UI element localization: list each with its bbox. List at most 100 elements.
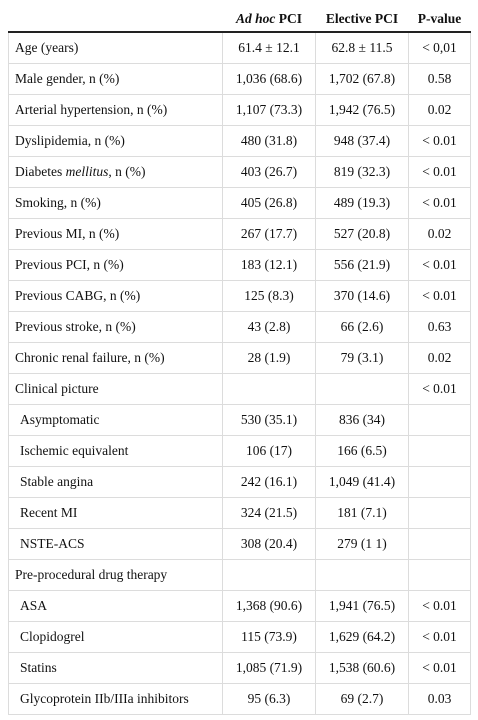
table-row: Dyslipidemia, n (%) 480 (31.8) 948 (37.4) <… xyxy=(8,125,471,157)
value-cell: 1,629 (64.2) xyxy=(315,621,409,653)
value-cell: 370 (14.6) xyxy=(315,280,409,312)
table-row: Chronic renal failure, n (%) 28 (1.9) 79 (… xyxy=(8,342,471,374)
value-cell: < 0.01 xyxy=(408,156,471,188)
label-cell: Clopidogrel xyxy=(8,621,223,653)
table-row: Previous PCI, n (%) 183 (12.1) 556 (21.9) <… xyxy=(8,249,471,281)
value-cell: 403 (26.7) xyxy=(222,156,316,188)
value-cell: 1,702 (67.8) xyxy=(315,63,409,95)
value-cell: 79 (3.1) xyxy=(315,342,409,374)
label-cell: NSTE-ACS xyxy=(8,528,223,560)
label-text: , n (%) xyxy=(108,164,146,179)
header-cell: P-value xyxy=(408,6,471,33)
value-cell xyxy=(408,466,471,498)
data-table: Ad hoc PCI Elective PCI P-value Age (yea… xyxy=(8,6,471,715)
table-row: Previous CABG, n (%) 125 (8.3) 370 (14.6) <… xyxy=(8,280,471,312)
value-cell: 242 (16.1) xyxy=(222,466,316,498)
header-text: Ad hoc xyxy=(235,10,276,26)
value-cell: 106 (17) xyxy=(222,435,316,467)
table-row: Age (years) 61.4 ± 12.1 62.8 ± 11.5 < 0,01 xyxy=(8,31,471,64)
value-cell: 166 (6.5) xyxy=(315,435,409,467)
value-cell: 1,036 (68.6) xyxy=(222,63,316,95)
value-cell: 1,049 (41.4) xyxy=(315,466,409,498)
value-cell: 0.03 xyxy=(408,683,471,715)
value-cell: 1,538 (60.6) xyxy=(315,652,409,684)
label-cell: Ischemic equivalent xyxy=(8,435,223,467)
value-cell xyxy=(222,559,316,591)
label-cell: Asymptomatic xyxy=(8,404,223,436)
header-row: Ad hoc PCI Elective PCI P-value xyxy=(8,6,471,33)
value-cell: 480 (31.8) xyxy=(222,125,316,157)
value-cell: 556 (21.9) xyxy=(315,249,409,281)
value-cell: 836 (34) xyxy=(315,404,409,436)
label-cell: Glycoprotein IIb/IIIa inhibitors xyxy=(8,683,223,715)
label-cell: Dyslipidemia, n (%) xyxy=(8,125,223,157)
table-row: NSTE-ACS 308 (20.4) 279 (1 1) xyxy=(8,528,471,560)
value-cell xyxy=(408,435,471,467)
header-cell xyxy=(8,6,223,33)
table-row: ASA 1,368 (90.6) 1,941 (76.5) < 0.01 xyxy=(8,590,471,622)
value-cell xyxy=(408,528,471,560)
table-row: Smoking, n (%) 405 (26.8) 489 (19.3) < 0.01 xyxy=(8,187,471,219)
value-cell: 1,941 (76.5) xyxy=(315,590,409,622)
value-cell: < 0.01 xyxy=(408,652,471,684)
label-cell: Stable angina xyxy=(8,466,223,498)
value-cell: 819 (32.3) xyxy=(315,156,409,188)
label-cell: Chronic renal failure, n (%) xyxy=(8,342,223,374)
table-row: Recent MI 324 (21.5) 181 (7.1) xyxy=(8,497,471,529)
value-cell: 0.02 xyxy=(408,218,471,250)
table-row: Pre-procedural drug therapy xyxy=(8,559,471,591)
table-row: Arterial hypertension, n (%) 1,107 (73.3)… xyxy=(8,94,471,126)
value-cell: 66 (2.6) xyxy=(315,311,409,343)
value-cell: < 0.01 xyxy=(408,590,471,622)
value-cell: 61.4 ± 12.1 xyxy=(222,31,316,64)
label-cell: Smoking, n (%) xyxy=(8,187,223,219)
label-cell: Pre-procedural drug therapy xyxy=(8,559,223,591)
value-cell: 181 (7.1) xyxy=(315,497,409,529)
label-text: mellitus xyxy=(65,164,109,179)
value-cell: 324 (21.5) xyxy=(222,497,316,529)
value-cell: 308 (20.4) xyxy=(222,528,316,560)
value-cell: 948 (37.4) xyxy=(315,125,409,157)
value-cell: < 0.01 xyxy=(408,280,471,312)
label-cell: Previous stroke, n (%) xyxy=(8,311,223,343)
label-cell: Diabetes mellitus, n (%) xyxy=(8,156,223,188)
value-cell: 183 (12.1) xyxy=(222,249,316,281)
table-row: Male gender, n (%) 1,036 (68.6) 1,702 (67.… xyxy=(8,63,471,95)
value-cell: 530 (35.1) xyxy=(222,404,316,436)
label-text: Diabetes xyxy=(15,164,63,179)
value-cell: 0.63 xyxy=(408,311,471,343)
label-cell: Previous MI, n (%) xyxy=(8,218,223,250)
value-cell: 267 (17.7) xyxy=(222,218,316,250)
value-cell: 95 (6.3) xyxy=(222,683,316,715)
table-row: Ischemic equivalent 106 (17) 166 (6.5) xyxy=(8,435,471,467)
value-cell: 28 (1.9) xyxy=(222,342,316,374)
value-cell xyxy=(222,373,316,405)
value-cell: < 0.01 xyxy=(408,621,471,653)
value-cell: 125 (8.3) xyxy=(222,280,316,312)
label-cell: Previous PCI, n (%) xyxy=(8,249,223,281)
value-cell: < 0.01 xyxy=(408,373,471,405)
value-cell: 69 (2.7) xyxy=(315,683,409,715)
table-row: Glycoprotein IIb/IIIa inhibitors 95 (6.3)… xyxy=(8,683,471,715)
value-cell: 1,107 (73.3) xyxy=(222,94,316,126)
label-cell: Arterial hypertension, n (%) xyxy=(8,94,223,126)
value-cell: 1,085 (71.9) xyxy=(222,652,316,684)
value-cell: < 0.01 xyxy=(408,125,471,157)
label-cell: Clinical picture xyxy=(8,373,223,405)
value-cell: 489 (19.3) xyxy=(315,187,409,219)
table-row: Clopidogrel 115 (73.9) 1,629 (64.2) < 0.01 xyxy=(8,621,471,653)
header-cell: Elective PCI xyxy=(315,6,409,33)
label-cell: Recent MI xyxy=(8,497,223,529)
value-cell xyxy=(408,559,471,591)
value-cell xyxy=(315,373,409,405)
label-cell: ASA xyxy=(8,590,223,622)
value-cell: 279 (1 1) xyxy=(315,528,409,560)
value-cell: < 0,01 xyxy=(408,31,471,64)
value-cell: 0.02 xyxy=(408,342,471,374)
value-cell: 115 (73.9) xyxy=(222,621,316,653)
value-cell xyxy=(408,497,471,529)
value-cell: < 0.01 xyxy=(408,187,471,219)
value-cell: 0.02 xyxy=(408,94,471,126)
label-cell: Age (years) xyxy=(8,31,223,64)
value-cell: 0.58 xyxy=(408,63,471,95)
